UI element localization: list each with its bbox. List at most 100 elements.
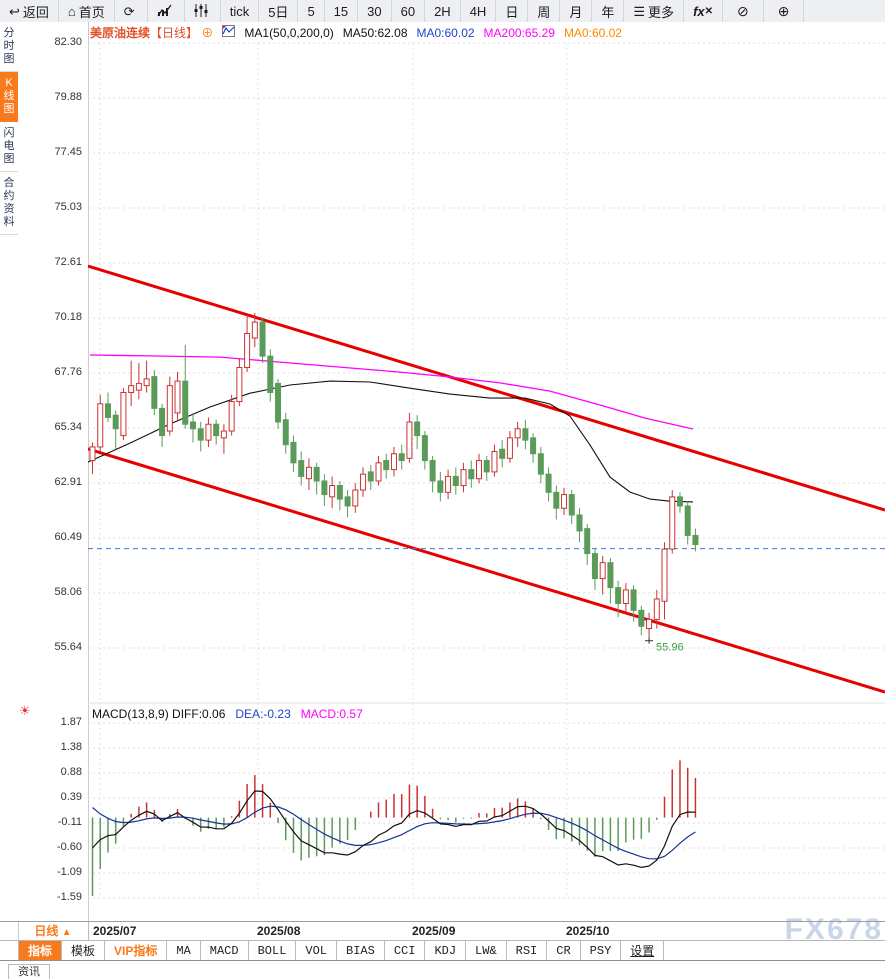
candle xyxy=(506,437,513,459)
sidebar-item-time-chart[interactable]: 分时图 xyxy=(0,22,18,72)
candle xyxy=(537,453,544,475)
candle xyxy=(599,562,606,580)
tab-cr[interactable]: CR xyxy=(547,941,581,960)
back-button[interactable]: ↩ 返回 xyxy=(0,0,59,22)
candle-style-icon xyxy=(194,3,208,19)
candle xyxy=(174,380,181,414)
indicator-settings-icon[interactable]: ☀ xyxy=(19,703,31,718)
channel-line-lower[interactable] xyxy=(88,447,885,694)
interval-day[interactable]: 日 xyxy=(496,0,529,22)
price-axis-label: 72.61 xyxy=(54,256,82,268)
month-label: 2025/07 xyxy=(93,924,137,938)
candle xyxy=(429,460,436,482)
chart-header: 美原油连续【日线】 ⊕ MA1(50,0,200,0) MA50:62.08 M… xyxy=(90,24,622,41)
macd-axis-label: 1.87 xyxy=(60,716,82,728)
interval-week[interactable]: 周 xyxy=(528,0,561,22)
price-axis-label: 55.64 xyxy=(54,641,82,653)
formula-button[interactable]: fx ✕ xyxy=(684,0,724,22)
macd-axis-label: -0.60 xyxy=(56,841,82,853)
candle xyxy=(437,480,444,493)
tab-settings[interactable]: 设置 xyxy=(621,941,665,960)
sidebar-item-kline-chart[interactable]: K线图 xyxy=(0,72,18,122)
macd-dea-value: DEA:-0.23 xyxy=(235,707,291,721)
tab-vol[interactable]: VOL xyxy=(296,941,338,960)
more-button[interactable]: ☰ 更多 xyxy=(624,0,685,22)
refresh-button[interactable]: ⟳ xyxy=(115,0,148,22)
macd-axis-label: 0.88 xyxy=(60,766,82,778)
candlestick-chart[interactable]: 55.96 xyxy=(88,22,885,921)
macd-axis-label: -1.09 xyxy=(56,866,82,878)
candle-style-button[interactable] xyxy=(185,0,221,22)
macd-title: MACD(13,8,9) xyxy=(92,707,169,721)
tab-bias[interactable]: BIAS xyxy=(337,941,385,960)
interval-30min[interactable]: 30 xyxy=(358,0,392,22)
candle xyxy=(244,332,251,369)
candle xyxy=(615,587,622,605)
tab-kdj[interactable]: KDJ xyxy=(425,941,467,960)
zoom-out-icon: ⊘ xyxy=(737,2,749,19)
candle xyxy=(483,460,490,473)
channel-line-upper[interactable] xyxy=(88,264,885,512)
tab-boll[interactable]: BOLL xyxy=(249,941,297,960)
tab-indicators[interactable]: 指标 xyxy=(18,941,63,960)
ma0-orange-value: MA0:60.02 xyxy=(563,25,622,40)
tab-psy[interactable]: PSY xyxy=(581,941,622,960)
sidebar: 分时图 K线图 闪电图 合约资料 xyxy=(0,22,19,961)
interval-month[interactable]: 月 xyxy=(560,0,593,22)
price-axis-label: 60.49 xyxy=(54,531,82,543)
candle xyxy=(622,589,629,605)
toolbar: ↩ 返回 ⌂ 首页 ⟳ tick 5日 5 15 30 60 2H 4H 日 周 xyxy=(0,0,885,23)
candle xyxy=(336,485,343,500)
sidebar-item-flash-chart[interactable]: 闪电图 xyxy=(0,122,18,172)
candle xyxy=(591,553,598,580)
price-axis-label: 65.34 xyxy=(54,421,82,433)
tab-ma[interactable]: MA xyxy=(167,941,201,960)
interval-year[interactable]: 年 xyxy=(592,0,625,22)
bar-chart-icon xyxy=(157,4,172,19)
candle xyxy=(159,407,166,437)
candle xyxy=(530,437,537,455)
candle xyxy=(360,473,367,491)
zoom-out-button[interactable]: ⊘ xyxy=(723,0,764,22)
candle xyxy=(390,453,397,471)
candle xyxy=(166,385,173,432)
tab-templates[interactable]: 模板 xyxy=(62,941,106,960)
tab-rsi[interactable]: RSI xyxy=(507,941,548,960)
back-icon: ↩ xyxy=(9,3,20,19)
zoom-in-button[interactable]: ⊕ xyxy=(764,0,805,22)
price-axis-label: 70.18 xyxy=(54,311,82,323)
home-button[interactable]: ⌂ 首页 xyxy=(59,0,115,22)
tab-lw[interactable]: LW& xyxy=(466,941,507,960)
period-selector[interactable]: 日线 ▲ xyxy=(18,922,89,940)
bar-chart-button[interactable] xyxy=(148,0,185,22)
tab-macd[interactable]: MACD xyxy=(201,941,249,960)
candle xyxy=(491,450,498,473)
macd-diff-value: DIFF:0.06 xyxy=(172,707,226,721)
ma-settings-icon[interactable] xyxy=(222,25,236,40)
interval-60min[interactable]: 60 xyxy=(392,0,426,22)
sidebar-item-contract-info[interactable]: 合约资料 xyxy=(0,172,18,235)
candle xyxy=(112,414,119,430)
interval-15min[interactable]: 15 xyxy=(325,0,359,22)
price-axis-label: 79.88 xyxy=(54,91,82,103)
candle xyxy=(151,376,158,409)
interval-tick[interactable]: tick xyxy=(221,0,260,22)
tab-cci[interactable]: CCI xyxy=(385,941,426,960)
candle xyxy=(630,589,637,611)
candle xyxy=(545,473,552,493)
price-axis-label: 58.06 xyxy=(54,586,82,598)
home-label: 首页 xyxy=(78,4,105,20)
tab-vip-indicators[interactable]: VIP指标 xyxy=(105,941,168,960)
interval-4h[interactable]: 4H xyxy=(461,0,497,22)
candle xyxy=(104,403,111,418)
interval-2h[interactable]: 2H xyxy=(425,0,461,22)
ma50-value: MA50:62.08 xyxy=(342,25,408,40)
interval-5min[interactable]: 5 xyxy=(298,0,325,22)
candle xyxy=(398,453,405,462)
ma0-blue-value: MA0:60.02 xyxy=(416,25,475,40)
interval-5day[interactable]: 5日 xyxy=(259,0,299,22)
news-button[interactable]: 资讯 xyxy=(8,964,50,979)
diff-line xyxy=(92,790,696,869)
candle xyxy=(282,419,289,446)
expand-icon[interactable]: ⊕ xyxy=(201,26,214,40)
